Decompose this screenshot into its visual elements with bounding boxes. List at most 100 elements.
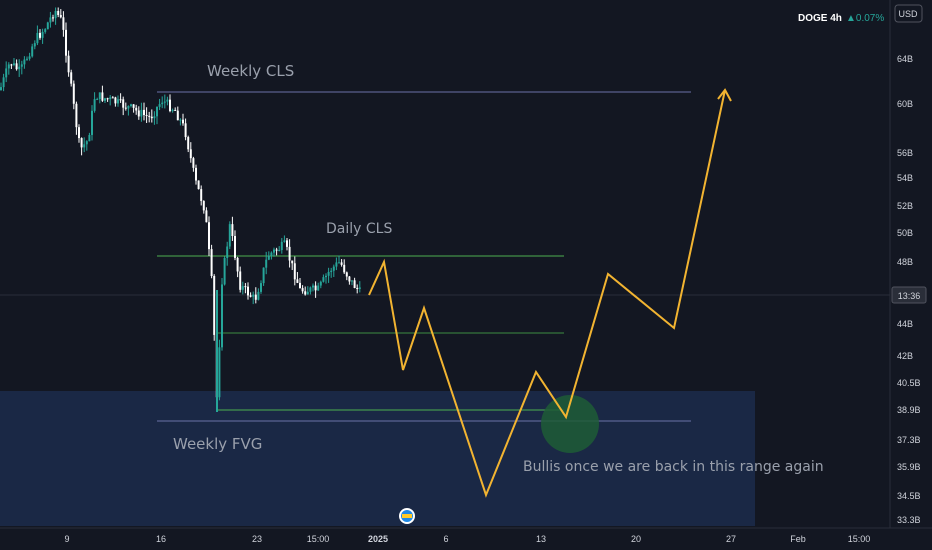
y-tick-label: 50B <box>897 228 913 238</box>
candle <box>228 221 231 250</box>
candle-body <box>218 347 221 398</box>
candle-body <box>163 101 166 103</box>
candle <box>127 105 130 116</box>
candle <box>247 282 249 300</box>
candle-body <box>70 72 73 84</box>
candle-body <box>231 224 234 236</box>
candle-body <box>353 280 356 288</box>
y-tick-label: 56B <box>897 148 913 158</box>
candle-body <box>10 64 13 66</box>
candle <box>218 339 221 401</box>
candle-body <box>273 249 275 253</box>
candle-body <box>49 17 52 23</box>
candle-body <box>5 68 8 78</box>
candle <box>234 230 236 261</box>
candle-body <box>283 240 286 242</box>
symbol-label: DOGE <box>798 13 828 24</box>
candle-body <box>111 97 114 99</box>
candle-body <box>195 167 197 181</box>
x-tick-label: 20 <box>631 534 641 544</box>
candle <box>244 283 247 294</box>
candle <box>171 108 174 113</box>
candle <box>44 28 47 34</box>
candle-body <box>52 17 54 19</box>
candle-body <box>293 263 296 280</box>
candle <box>98 92 101 104</box>
candle <box>18 59 21 77</box>
candle <box>140 102 143 122</box>
candle-body <box>330 270 333 272</box>
candle <box>231 216 234 241</box>
y-tick-label: 37.3B <box>897 435 921 445</box>
candle <box>249 292 252 298</box>
candle-body <box>80 138 83 148</box>
candle-body <box>54 10 57 19</box>
candle <box>309 286 312 295</box>
candle-body <box>338 262 340 264</box>
candle <box>275 247 278 256</box>
candle <box>252 291 255 305</box>
candle <box>197 180 200 190</box>
candle-body <box>202 201 205 211</box>
y-tick-label: 44B <box>897 319 913 329</box>
candle-body <box>117 99 119 104</box>
y-tick-label: 38.9B <box>897 405 921 415</box>
candle <box>283 235 286 243</box>
candle-body <box>153 116 156 119</box>
candle <box>75 101 78 135</box>
price-axis[interactable] <box>890 0 932 550</box>
candle <box>0 82 2 91</box>
candle <box>137 106 140 120</box>
x-tick-label: 9 <box>64 534 69 544</box>
candle-body <box>31 46 34 57</box>
candle-body <box>228 224 231 247</box>
y-tick-label: 52B <box>897 201 913 211</box>
candle <box>301 285 304 294</box>
candle <box>322 274 325 283</box>
candle-body <box>122 99 125 108</box>
candle-body <box>325 275 327 278</box>
candle <box>192 156 195 172</box>
candle <box>330 267 333 278</box>
y-tick-label: 54B <box>897 173 913 183</box>
candle-body <box>249 295 252 297</box>
candle <box>96 97 99 101</box>
candle-body <box>23 59 26 65</box>
candle-body <box>158 104 161 107</box>
candle <box>254 287 257 304</box>
candle <box>291 260 294 271</box>
weekly-cls-label: Weekly CLS <box>207 62 294 80</box>
candle-body <box>197 180 200 190</box>
candle-body <box>132 104 135 108</box>
candle-body <box>39 32 41 38</box>
candle <box>67 50 70 77</box>
candle-body <box>358 287 361 289</box>
x-tick-label: 27 <box>726 534 736 544</box>
candle <box>241 281 244 295</box>
candle-body <box>335 262 338 267</box>
candle-body <box>166 99 169 102</box>
candle <box>335 257 338 271</box>
candle-body <box>145 114 148 116</box>
candle-body <box>93 99 96 111</box>
y-axis-ticks: 64B 60B 56B 54B 52B 50B 48B 44B 42B 40.5B 38.9B 37.… <box>897 54 921 525</box>
candle <box>117 95 119 107</box>
candle <box>33 40 36 50</box>
candle-body <box>161 102 164 105</box>
candle-body <box>135 107 138 111</box>
currency-badge[interactable] <box>894 4 923 23</box>
candle <box>299 277 301 289</box>
candle <box>104 97 106 104</box>
candle <box>145 107 148 123</box>
candle-body <box>91 110 93 135</box>
candle <box>65 22 67 63</box>
candle-body <box>127 105 130 109</box>
currency-label: USD <box>898 9 918 19</box>
candle <box>338 255 340 264</box>
candle <box>150 109 153 123</box>
candle <box>257 288 260 301</box>
candle <box>41 28 44 44</box>
candle <box>93 92 96 113</box>
candle <box>286 237 288 251</box>
